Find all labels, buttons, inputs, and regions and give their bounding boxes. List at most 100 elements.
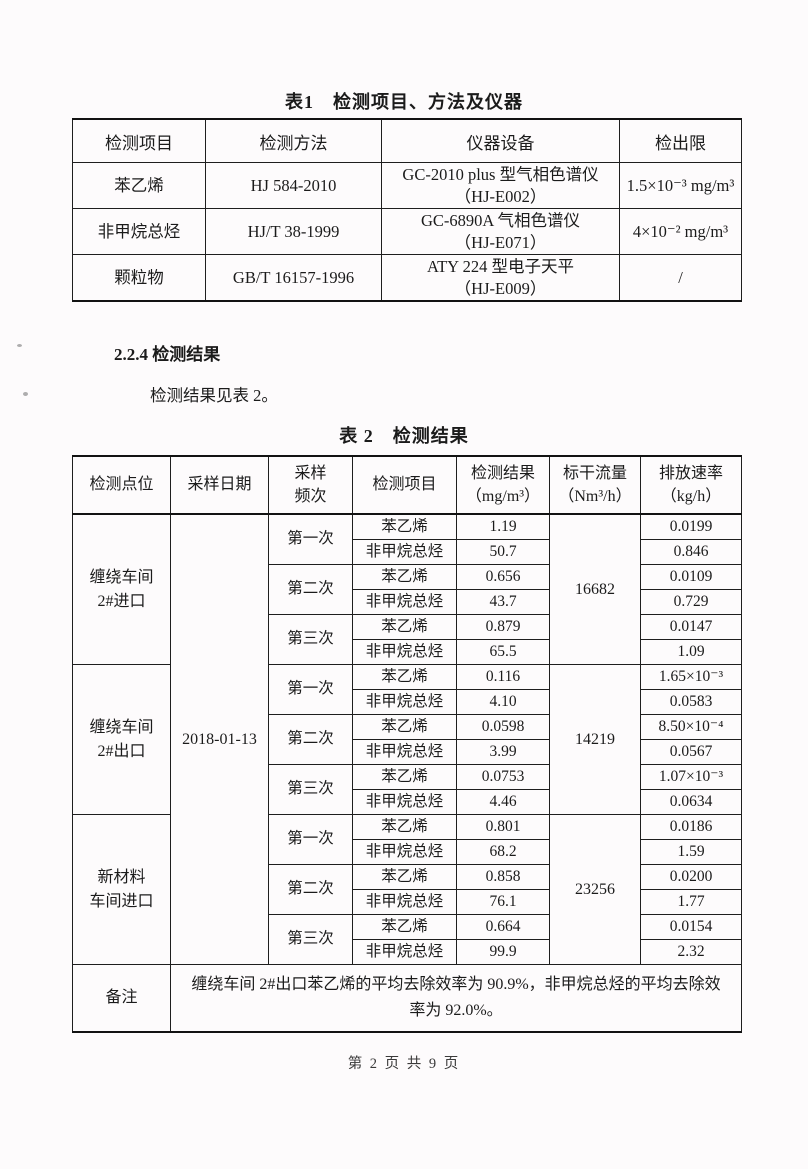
table2-row: 非甲烷总烃 3.99 0.0567 [73, 739, 742, 765]
t2-cell-rate: 2.32 [640, 939, 742, 965]
t2-cell-rate: 0.729 [640, 589, 742, 615]
scan-artifact-speck [23, 392, 28, 396]
t2-cell-frequency: 第二次 [268, 714, 353, 765]
table2-row: 第三次 苯乙烯 0.0753 1.07×10⁻³ [73, 764, 742, 815]
t2-cell-item: 非甲烷总烃 [352, 889, 457, 915]
t2-cell-sample-date: 2018-01-13 [170, 513, 269, 965]
t2-header-result: 检测结果 （mg/m³） [456, 455, 550, 515]
t2-cell-result: 0.801 [456, 814, 550, 840]
t2-cell-rate: 0.0583 [640, 689, 742, 715]
t2-header-rate: 排放速率 （kg/h） [640, 455, 742, 515]
table2-row: 非甲烷总烃 43.7 0.729 [73, 589, 742, 615]
t2-header-frequency: 采样 频次 [268, 455, 353, 515]
t2-cell-result: 1.19 [456, 513, 550, 540]
t2-cell-rate: 1.07×10⁻³ [640, 764, 742, 790]
t2-cell-result: 0.656 [456, 564, 550, 590]
t2-cell-location: 缠绕车间 2#出口 [72, 664, 171, 815]
t2-cell-item: 非甲烷总烃 [352, 589, 457, 615]
t2-cell-item: 苯乙烯 [352, 714, 457, 740]
t2-cell-result: 65.5 [456, 639, 550, 665]
t2-cell-item: 苯乙烯 [352, 814, 457, 840]
table2-row: 第三次 苯乙烯 0.879 0.0147 [73, 614, 742, 665]
t2-cell-item: 非甲烷总烃 [352, 789, 457, 815]
table2-row: 非甲烷总烃 99.9 2.32 [73, 939, 742, 965]
t2-cell-rate: 0.0634 [640, 789, 742, 815]
table1-row: 苯乙烯 HJ 584-2010 GC-2010 plus 型气相色谱仪 （HJ-… [72, 162, 742, 209]
t2-header-location: 检测点位 [72, 455, 171, 515]
table2-row: 新材料 车间进口 第一次 苯乙烯 0.801 23256 0.0186 [72, 814, 742, 965]
t2-cell-item: 非甲烷总烃 [352, 639, 457, 665]
t2-cell-item: 苯乙烯 [352, 513, 457, 540]
t2-header-item: 检测项目 [352, 455, 457, 515]
section-paragraph: 检测结果见表 2。 [150, 386, 278, 405]
t1-header-method: 检测方法 [205, 118, 382, 163]
t2-cell-item: 苯乙烯 [352, 864, 457, 890]
table2-row: 第二次 苯乙烯 0.656 0.0109 [73, 564, 742, 615]
t2-remark-label: 备注 [72, 964, 171, 1033]
t2-cell-item: 苯乙烯 [352, 764, 457, 790]
t2-cell-rate: 8.50×10⁻⁴ [640, 714, 742, 740]
t2-cell-result: 0.858 [456, 864, 550, 890]
table2-row: 非甲烷总烃 68.2 1.59 [73, 839, 742, 865]
table2-row: 非甲烷总烃 65.5 1.09 [73, 639, 742, 665]
t2-cell-result: 0.664 [456, 914, 550, 940]
t2-cell-flow: 23256 [549, 814, 641, 965]
t2-cell-result: 68.2 [456, 839, 550, 865]
table1-row: 颗粒物 GB/T 16157-1996 ATY 224 型电子天平 （HJ-E0… [72, 254, 742, 302]
t1-cell-limit: 1.5×10⁻³ mg/m³ [619, 162, 742, 209]
t2-cell-frequency: 第二次 [268, 864, 353, 915]
t2-cell-rate: 0.0567 [640, 739, 742, 765]
t2-cell-result: 0.116 [456, 664, 550, 690]
table1-header-row: 检测项目 检测方法 仪器设备 检出限 [72, 118, 742, 163]
t2-cell-frequency: 第三次 [268, 764, 353, 815]
t2-remark-text: 缠绕车间 2#出口苯乙烯的平均去除效率为 90.9%，非甲烷总烃的平均去除效率为… [170, 964, 742, 1033]
t2-cell-frequency: 第一次 [268, 814, 353, 865]
t2-cell-result: 0.0598 [456, 714, 550, 740]
t2-cell-rate: 0.0186 [640, 814, 742, 840]
t2-cell-result: 43.7 [456, 589, 550, 615]
table2-row: 非甲烷总烃 50.7 0.846 [73, 539, 742, 565]
t2-cell-frequency: 第一次 [268, 513, 353, 565]
t2-cell-item: 非甲烷总烃 [352, 539, 457, 565]
t2-cell-rate: 0.0154 [640, 914, 742, 940]
t2-cell-item: 苯乙烯 [352, 914, 457, 940]
t1-cell-instrument: GC-6890A 气相色谱仪 （HJ-E071） [381, 208, 620, 255]
table1-row: 非甲烷总烃 HJ/T 38-1999 GC-6890A 气相色谱仪 （HJ-E0… [72, 208, 742, 255]
t1-cell-item: 苯乙烯 [72, 162, 206, 209]
t2-header-date: 采样日期 [170, 455, 269, 515]
t2-cell-rate: 1.65×10⁻³ [640, 664, 742, 690]
t2-cell-frequency: 第三次 [268, 614, 353, 665]
page-number: 第 2 页 共 9 页 [347, 1056, 461, 1072]
t1-cell-limit: / [619, 254, 742, 302]
table2-detection-results: 检测点位 采样日期 采样 频次 检测项目 检测结果 （mg/m³） 标干流量 （… [72, 455, 742, 1033]
t2-cell-item: 苯乙烯 [352, 614, 457, 640]
t2-cell-frequency: 第三次 [268, 914, 353, 965]
t2-cell-frequency: 第二次 [268, 564, 353, 615]
t2-cell-rate: 1.77 [640, 889, 742, 915]
t2-cell-rate: 0.0109 [640, 564, 742, 590]
section-heading: 2.2.4 检测结果 [114, 345, 221, 364]
t2-cell-rate: 0.0200 [640, 864, 742, 890]
table2-row: 缠绕车间 2#进口 2018-01-13 第一次 苯乙烯 1.19 16682 … [72, 513, 742, 965]
table2-header-row: 检测点位 采样日期 采样 频次 检测项目 检测结果 （mg/m³） 标干流量 （… [72, 455, 742, 515]
table1-methods-instruments: 检测项目 检测方法 仪器设备 检出限 苯乙烯 HJ 584-2010 GC-20… [72, 118, 742, 302]
t2-cell-rate: 0.0147 [640, 614, 742, 640]
scan-artifact-speck [17, 344, 22, 347]
t2-cell-rate: 1.09 [640, 639, 742, 665]
table2-remark-row: 备注 缠绕车间 2#出口苯乙烯的平均去除效率为 90.9%，非甲烷总烃的平均去除… [72, 964, 742, 1033]
t1-header-instrument: 仪器设备 [381, 118, 620, 163]
t2-cell-result: 0.879 [456, 614, 550, 640]
table2-row: 缠绕车间 2#出口 第一次 苯乙烯 0.116 14219 1.65×10⁻³ [72, 664, 742, 815]
t2-cell-location: 缠绕车间 2#进口 [72, 513, 171, 665]
t2-cell-item: 苯乙烯 [352, 564, 457, 590]
t2-cell-result: 50.7 [456, 539, 550, 565]
t2-cell-result: 76.1 [456, 889, 550, 915]
t2-cell-result: 99.9 [456, 939, 550, 965]
t2-cell-result: 4.46 [456, 789, 550, 815]
t2-header-flow: 标干流量 （Nm³/h） [549, 455, 641, 515]
table2-row: 第二次 苯乙烯 0.858 0.0200 [73, 864, 742, 915]
t1-cell-instrument: GC-2010 plus 型气相色谱仪 （HJ-E002） [381, 162, 620, 209]
t2-cell-rate: 1.59 [640, 839, 742, 865]
table2-row: 非甲烷总烃 4.10 0.0583 [73, 689, 742, 715]
